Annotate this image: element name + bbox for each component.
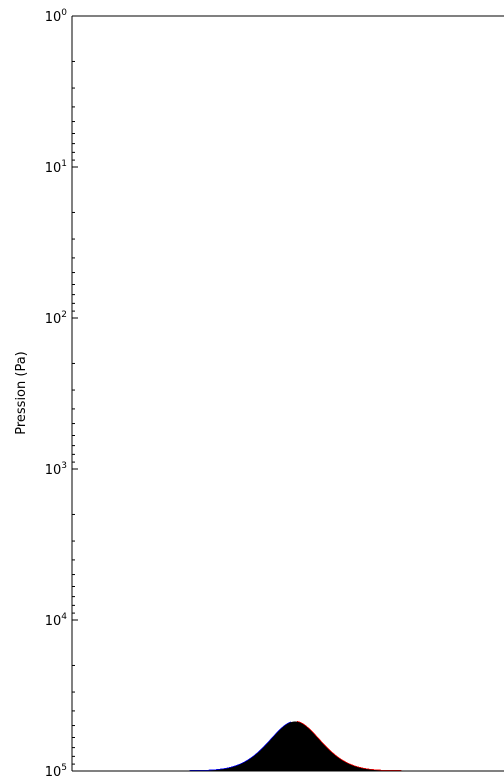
y-tick-label-3: 103 (45, 461, 67, 478)
plot-background (72, 16, 504, 771)
y-tick-label-4: 104 (45, 612, 68, 629)
y-tick-label-2: 102 (45, 310, 67, 327)
y-axis-label: Pression (Pa) (14, 351, 29, 435)
y-tick-label-0: 100 (45, 8, 68, 25)
axes-layer: 100 101 102 103 104 105 (45, 8, 504, 779)
mountain (72, 721, 504, 771)
y-tick-label-5: 105 (45, 763, 67, 779)
y-tick-label-1: 101 (45, 159, 67, 176)
